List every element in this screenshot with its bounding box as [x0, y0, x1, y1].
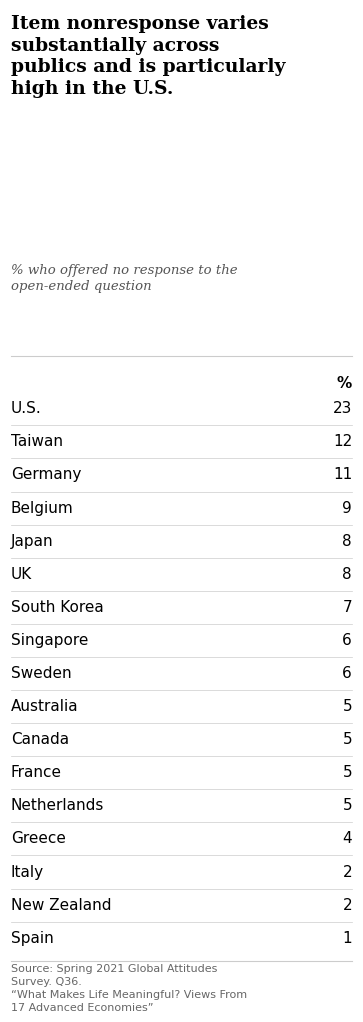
Text: Japan: Japan — [11, 533, 53, 549]
Text: Taiwan: Taiwan — [11, 434, 63, 450]
Text: Spain: Spain — [11, 931, 54, 945]
Text: 8: 8 — [342, 567, 352, 582]
Text: 12: 12 — [333, 434, 352, 450]
Text: 9: 9 — [342, 501, 352, 515]
Text: 23: 23 — [333, 402, 352, 416]
Text: UK: UK — [11, 567, 32, 582]
Text: Greece: Greece — [11, 832, 66, 846]
Text: Germany: Germany — [11, 467, 81, 482]
Text: 7: 7 — [342, 600, 352, 615]
Text: Netherlands: Netherlands — [11, 798, 104, 814]
Text: South Korea: South Korea — [11, 600, 104, 615]
Text: 1: 1 — [342, 931, 352, 945]
Text: 6: 6 — [342, 666, 352, 681]
Text: 4: 4 — [342, 832, 352, 846]
Text: %: % — [337, 376, 352, 391]
Text: 6: 6 — [342, 633, 352, 648]
Text: 11: 11 — [333, 467, 352, 482]
Text: 5: 5 — [342, 732, 352, 747]
Text: 8: 8 — [342, 533, 352, 549]
Text: New Zealand: New Zealand — [11, 897, 111, 913]
Text: % who offered no response to the
open-ended question: % who offered no response to the open-en… — [11, 264, 237, 292]
Text: Sweden: Sweden — [11, 666, 72, 681]
Text: 5: 5 — [342, 765, 352, 780]
Text: U.S.: U.S. — [11, 402, 42, 416]
Text: 5: 5 — [342, 798, 352, 814]
Text: Source: Spring 2021 Global Attitudes
Survey. Q36.
“What Makes Life Meaningful? V: Source: Spring 2021 Global Attitudes Sur… — [11, 964, 247, 1014]
Text: Singapore: Singapore — [11, 633, 88, 648]
Text: 2: 2 — [342, 897, 352, 913]
Text: Canada: Canada — [11, 732, 69, 747]
Text: 5: 5 — [342, 699, 352, 714]
Text: Italy: Italy — [11, 865, 44, 880]
Text: France: France — [11, 765, 62, 780]
Text: Australia: Australia — [11, 699, 78, 714]
Text: Item nonresponse varies
substantially across
publics and is particularly
high in: Item nonresponse varies substantially ac… — [11, 15, 285, 98]
Text: Belgium: Belgium — [11, 501, 74, 515]
Text: 2: 2 — [342, 865, 352, 880]
